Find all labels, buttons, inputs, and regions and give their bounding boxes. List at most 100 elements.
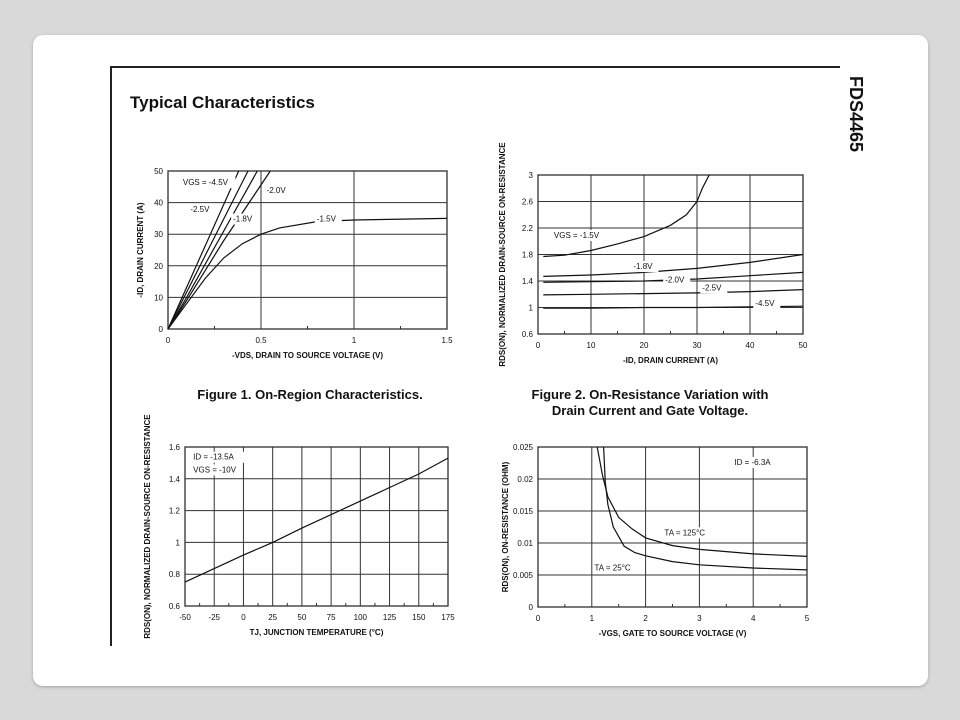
annotation-bg (753, 298, 781, 310)
x-tick-label: 40 (746, 341, 755, 350)
chart-1: 0 0.5 1 1.5 0 10 20 30 40 50 -VDS, DRAIN TO SOURCE… (136, 167, 453, 360)
y-tick-label: 20 (154, 262, 163, 271)
y-tick-label: 50 (154, 167, 163, 176)
series-line-2 (167, 170, 249, 330)
y-tick-label: 2.6 (522, 198, 534, 207)
annotation-bg (663, 274, 691, 286)
series-line-1 (543, 174, 710, 258)
y-tick-label: 1.8 (522, 251, 534, 260)
x-tick-label: -25 (208, 613, 220, 622)
annotation-bg (191, 464, 242, 476)
plot-frame (537, 446, 808, 608)
y-tick-label: 1 (529, 304, 534, 313)
series-line-4 (167, 170, 271, 330)
x-tick-label: 5 (805, 614, 810, 623)
y-tick-label: 1.4 (169, 475, 181, 484)
y-tick-label: 1 (176, 538, 181, 547)
page-border-left (110, 66, 112, 646)
figure-2-caption-line-1: Figure 2. On-Resistance Variation with (531, 387, 769, 402)
x-tick-label: 2 (643, 614, 648, 623)
section-heading: Typical Characteristics (130, 93, 315, 112)
figure-1-caption: Figure 1. On-Region Characteristics. (197, 387, 423, 402)
chart-4: 0 1 2 3 4 5 0 0.005 0.01 0.015 0.02 0.025 -VGS, GATE… (501, 443, 810, 638)
x-tick-label: 10 (587, 341, 596, 350)
y-axis-label: RDS(ON), NORMALIZED DRAIN-SOURCE ON-RESI… (498, 142, 507, 367)
x-tick-label: 20 (640, 341, 649, 350)
y-tick-label: 0 (529, 603, 534, 612)
y-tick-label: 2.2 (522, 224, 534, 233)
annotation-bg (180, 177, 236, 189)
y-tick-label: 30 (154, 230, 163, 239)
y-axis-label: -ID, DRAIN CURRENT (A) (136, 202, 145, 297)
annotation-bg (700, 282, 728, 294)
y-tick-label: 0.6 (169, 602, 181, 611)
annotation-bg (551, 229, 607, 241)
x-tick-label: 1.5 (441, 336, 453, 345)
x-tick-label: -50 (179, 613, 191, 622)
y-tick-label: 0.6 (522, 330, 534, 339)
y-tick-label: 1.4 (522, 277, 534, 286)
curve-annotation: -1.8V (633, 262, 653, 271)
annotation-bg (662, 527, 713, 539)
curve-annotation: -2.5V (190, 205, 210, 214)
y-tick-label: 0.01 (517, 539, 533, 548)
x-tick-label: 30 (693, 341, 702, 350)
y-tick-label: 3 (529, 171, 534, 180)
x-tick-label: 25 (268, 613, 277, 622)
curve-annotation: -1.8V (233, 215, 253, 224)
x-tick-label: 4 (751, 614, 756, 623)
x-tick-label: 1 (352, 336, 357, 345)
curve-annotation: -2.5V (702, 283, 722, 292)
annotation-bg (188, 204, 216, 216)
x-tick-label: 175 (441, 613, 455, 622)
curve-annotation: VGS = -10V (193, 465, 237, 474)
x-tick-label: 1 (590, 614, 595, 623)
x-tick-label: 100 (354, 613, 368, 622)
series-line-1 (184, 457, 449, 583)
series-line-2 (543, 253, 804, 277)
plot-frame (167, 170, 448, 330)
part-number: FDS4465 (846, 76, 866, 153)
x-tick-label: 125 (383, 613, 397, 622)
curve-annotation: ID = -13.5A (193, 453, 234, 462)
x-axis-label: -ID, DRAIN CURRENT (A) (623, 356, 718, 365)
chart-2: 0 10 20 30 40 50 0.6 1 1.4 1.8 2.2 2.6 3 -ID, DRAIN C… (498, 142, 808, 367)
page-border-top (110, 66, 840, 68)
y-tick-label: 1.2 (169, 507, 181, 516)
curve-annotation: -2.0V (665, 275, 685, 284)
x-tick-label: 0 (536, 341, 541, 350)
x-tick-label: 50 (297, 613, 306, 622)
figure-2-caption-line-2: Drain Current and Gate Voltage. (551, 403, 749, 418)
annotation-bg (592, 562, 638, 574)
y-tick-label: 0 (159, 325, 164, 334)
annotation-bg (631, 261, 659, 273)
annotation-bg (191, 451, 246, 463)
curve-annotation: -1.5V (317, 215, 337, 224)
x-axis-label: -VDS, DRAIN TO SOURCE VOLTAGE (V) (232, 351, 383, 360)
annotation-bg (231, 213, 259, 225)
curve-annotation: VGS = -4.5V (183, 178, 229, 187)
x-tick-label: 0 (166, 336, 171, 345)
series-line-2 (603, 446, 808, 571)
curve-annotation: -4.5V (755, 299, 775, 308)
y-tick-label: 0.015 (513, 507, 534, 516)
y-tick-label: 10 (154, 293, 163, 302)
y-tick-label: 1.6 (169, 443, 181, 452)
chart-3: -50 -25 0 25 50 75 100 125 150 175 0.6 0.8 1 1.2 1.4 1.… (143, 414, 455, 639)
series-line-4 (543, 289, 804, 296)
x-axis-label: -VGS, GATE TO SOURCE VOLTAGE (V) (599, 629, 747, 638)
x-tick-label: 50 (799, 341, 808, 350)
y-tick-label: 0.025 (513, 443, 534, 452)
annotation-bg (314, 213, 342, 225)
y-axis-label: RDS(ON), ON-RESISTANCE (OHM) (501, 461, 510, 592)
x-tick-label: 3 (697, 614, 702, 623)
x-tick-label: 75 (327, 613, 336, 622)
x-tick-label: 0 (241, 613, 246, 622)
curve-annotation: -2.0V (267, 186, 287, 195)
x-tick-label: 150 (412, 613, 426, 622)
series-line-1 (167, 170, 240, 330)
x-axis-label: TJ, JUNCTION TEMPERATURE (°C) (250, 628, 384, 637)
curve-annotation: VGS = -1.5V (554, 231, 600, 240)
y-axis-label: RDS(ON), NORMALIZED DRAIN-SOURCE ON-RESI… (143, 414, 152, 639)
